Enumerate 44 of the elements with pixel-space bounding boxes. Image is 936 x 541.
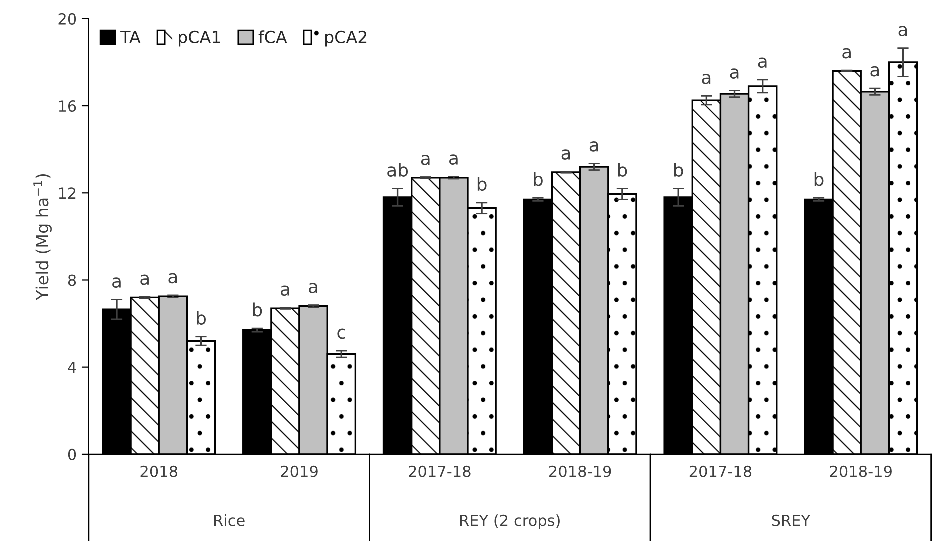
y-tick-label: 16 [59, 100, 76, 112]
data-label: b [534, 172, 543, 186]
data-label: a [281, 286, 290, 296]
data-label: a [309, 283, 318, 294]
data-label: a [842, 48, 851, 59]
y-axis-title: Yield (Mg ha$^{−1}$) [34, 174, 52, 300]
x-tick-label: 2018 [140, 466, 178, 478]
legend-label: pCA2 [326, 30, 367, 47]
data-label: b [197, 311, 206, 326]
data-label: a [898, 26, 908, 36]
data-label: a [758, 58, 767, 68]
data-label: a [730, 68, 739, 79]
data-label: a [450, 154, 458, 165]
y-tick-label: 8 [68, 274, 76, 286]
legend-label: TA [120, 31, 141, 44]
legend-label: pCA1 [179, 30, 220, 47]
text: Rice [214, 514, 245, 526]
x-tick-label: 2018-19 [830, 466, 892, 478]
data-label: a [168, 273, 178, 284]
y-tick-label: 20 [58, 13, 76, 25]
x-tick-label: 2017-18 [409, 466, 471, 478]
data-label: a [702, 74, 711, 84]
x-tick-label: 2017-18 [690, 466, 752, 478]
data-label: a [562, 150, 570, 160]
text: SREY [772, 514, 811, 526]
data-label: b [674, 162, 684, 177]
data-label: a [870, 66, 880, 77]
legend-label: fCA [258, 30, 288, 44]
data-label: c [338, 328, 346, 340]
y-tick-label: 12 [59, 188, 76, 199]
data-label: a [421, 155, 430, 166]
data-label: a [112, 278, 121, 288]
data-label: a [140, 274, 149, 286]
y-tick-label: 4 [68, 362, 76, 374]
data-label: a [590, 142, 598, 152]
data-label: b [814, 172, 824, 186]
data-label: b [618, 162, 628, 177]
data-label: b [253, 302, 262, 317]
y-tick-label: 0 [68, 448, 76, 460]
text: REY (2 crops) [460, 514, 560, 530]
data-label: ab [388, 162, 408, 177]
x-tick-label: 2019 [281, 466, 318, 478]
x-tick-label: 2018-19 [550, 466, 612, 478]
data-label: b [478, 177, 487, 192]
